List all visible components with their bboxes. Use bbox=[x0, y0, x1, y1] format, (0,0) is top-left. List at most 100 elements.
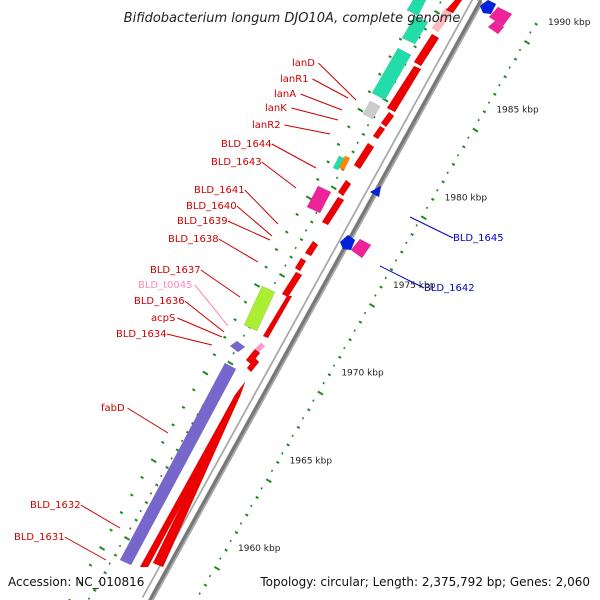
topology-text: Topology: circular; Length: 2,375,792 bp… bbox=[259, 575, 590, 589]
tick-dot bbox=[98, 546, 106, 551]
gene-label-fabd[interactable]: fabD bbox=[101, 403, 125, 414]
gene-label-bld_1641[interactable]: BLD_1641 bbox=[194, 185, 245, 196]
cds-red-1975[interactable] bbox=[304, 240, 319, 257]
cds-red-1973[interactable] bbox=[281, 271, 303, 298]
tick-dot bbox=[118, 544, 122, 548]
tick-dot bbox=[498, 83, 501, 87]
scale-tick-label: 1965 kbp bbox=[290, 456, 333, 466]
gene-label-bld_1634[interactable]: BLD_1634 bbox=[116, 329, 167, 340]
gene-label-bld_1636[interactable]: BLD_1636 bbox=[134, 296, 185, 307]
tick-dot bbox=[144, 500, 149, 505]
track2-features bbox=[119, 0, 429, 566]
tick-dot bbox=[109, 528, 113, 532]
tick-dot bbox=[446, 171, 449, 175]
tick-dot bbox=[129, 527, 132, 530]
tick-dot bbox=[398, 37, 403, 41]
cds-blue-top[interactable] bbox=[479, 0, 497, 15]
tick-dot bbox=[363, 311, 367, 315]
cds-purple-small[interactable] bbox=[229, 340, 246, 353]
gene-label-bld_t0045[interactable]: BLD_t0045 bbox=[138, 280, 193, 291]
cds-red-1979[interactable] bbox=[337, 179, 352, 197]
tick-dot bbox=[274, 247, 279, 252]
tick-dot bbox=[222, 335, 227, 339]
backbone bbox=[141, 0, 484, 600]
tick-dot bbox=[439, 1, 442, 4]
tick-dot bbox=[250, 504, 253, 508]
tick-dot bbox=[273, 281, 277, 285]
cds-magenta-1641[interactable] bbox=[306, 185, 332, 214]
gene-label-bld_1639[interactable]: BLD_1639 bbox=[177, 216, 228, 227]
gene-connector-line bbox=[127, 407, 169, 434]
tick-dot bbox=[284, 230, 289, 234]
cds-red-1990[interactable] bbox=[445, 0, 463, 14]
tick-dot bbox=[270, 469, 274, 473]
tick-dot bbox=[139, 509, 142, 513]
tick-dot bbox=[389, 267, 394, 272]
gene-label-bld_1643[interactable]: BLD_1643 bbox=[211, 157, 262, 168]
tick-dot bbox=[103, 571, 107, 575]
accession-text: Accession: NC_010816 bbox=[8, 575, 144, 589]
gene-label-bld_1645[interactable]: BLD_1645 bbox=[453, 233, 504, 244]
cds-blue-1645[interactable] bbox=[369, 185, 382, 198]
tick-dot bbox=[275, 460, 280, 465]
cds-red-1981[interactable] bbox=[353, 142, 375, 170]
gene-label-bld_1637[interactable]: BLD_1637 bbox=[150, 265, 201, 276]
tick-dot bbox=[436, 189, 439, 192]
tick-dot bbox=[405, 241, 408, 245]
cds-red-1988[interactable] bbox=[413, 33, 440, 67]
gene-label-lanr1[interactable]: lanR1 bbox=[280, 74, 309, 85]
tick-dot bbox=[366, 123, 370, 127]
cds-red-1969[interactable] bbox=[245, 348, 261, 365]
gene-label-lana[interactable]: lanA bbox=[274, 89, 296, 100]
cds-red-1985[interactable] bbox=[386, 65, 422, 113]
gene-label-lank[interactable]: lanK bbox=[265, 103, 287, 114]
tick-dot bbox=[98, 579, 101, 583]
cds-orange-1644[interactable] bbox=[338, 155, 351, 171]
cds-pink-1969[interactable] bbox=[254, 342, 266, 353]
cds-green-lanD[interactable] bbox=[401, 15, 429, 45]
cds-red-1974[interactable] bbox=[294, 257, 307, 272]
tick-dot bbox=[357, 107, 364, 113]
tick-dot bbox=[119, 510, 124, 515]
cds-red-1983[interactable] bbox=[372, 125, 386, 140]
cds-lime-1637[interactable] bbox=[243, 285, 276, 332]
gene-label-lanr2[interactable]: lanR2 bbox=[252, 120, 281, 131]
gene-connector-line bbox=[166, 333, 213, 346]
gene-label-bld_1640[interactable]: BLD_1640 bbox=[186, 201, 237, 212]
gene-label-bld_1642[interactable]: BLD_1642 bbox=[424, 283, 475, 294]
tick-dot bbox=[134, 518, 138, 522]
cds-blue-1642[interactable] bbox=[339, 234, 356, 251]
gene-label-acps[interactable]: acpS bbox=[151, 313, 175, 324]
gene-label-bld_1644[interactable]: BLD_1644 bbox=[221, 139, 272, 150]
tick-dot bbox=[317, 390, 324, 396]
scale-tick-label: 1975 kbp bbox=[393, 281, 436, 291]
gene-label-land[interactable]: lanD bbox=[292, 58, 315, 69]
tick-dot bbox=[353, 329, 356, 332]
cds-red-long-main[interactable] bbox=[152, 381, 246, 568]
cds-red-1971[interactable] bbox=[262, 295, 293, 339]
gene-label-bld_1631[interactable]: BLD_1631 bbox=[14, 532, 65, 543]
tick-dot bbox=[309, 220, 314, 224]
cds-magenta-1642[interactable] bbox=[350, 238, 372, 259]
tick-dot bbox=[108, 562, 111, 565]
tick-dot bbox=[304, 229, 308, 232]
gene-connector-line bbox=[284, 124, 331, 135]
tick-dot bbox=[430, 197, 435, 202]
cds-red-1977[interactable] bbox=[321, 196, 345, 226]
cds-red-1984[interactable] bbox=[380, 111, 395, 128]
tick-dot bbox=[415, 224, 418, 227]
cds-purple-long[interactable] bbox=[119, 362, 237, 566]
tick-dot bbox=[191, 422, 194, 425]
gene-label-bld_1632[interactable]: BLD_1632 bbox=[30, 500, 81, 511]
cds-gray-lanA[interactable] bbox=[362, 100, 381, 120]
tick-dot bbox=[330, 185, 337, 191]
scale-tick-label: 1985 kbp bbox=[496, 106, 539, 116]
cds-green-lanR1[interactable] bbox=[371, 47, 412, 101]
cds-magenta-top[interactable] bbox=[488, 6, 513, 27]
gene-label-bld_1638[interactable]: BLD_1638 bbox=[168, 234, 219, 245]
tick-dot bbox=[356, 141, 359, 145]
tick-dot bbox=[315, 211, 318, 215]
cds-green-top[interactable] bbox=[406, 0, 427, 17]
cds-magenta-top2[interactable] bbox=[487, 20, 505, 35]
